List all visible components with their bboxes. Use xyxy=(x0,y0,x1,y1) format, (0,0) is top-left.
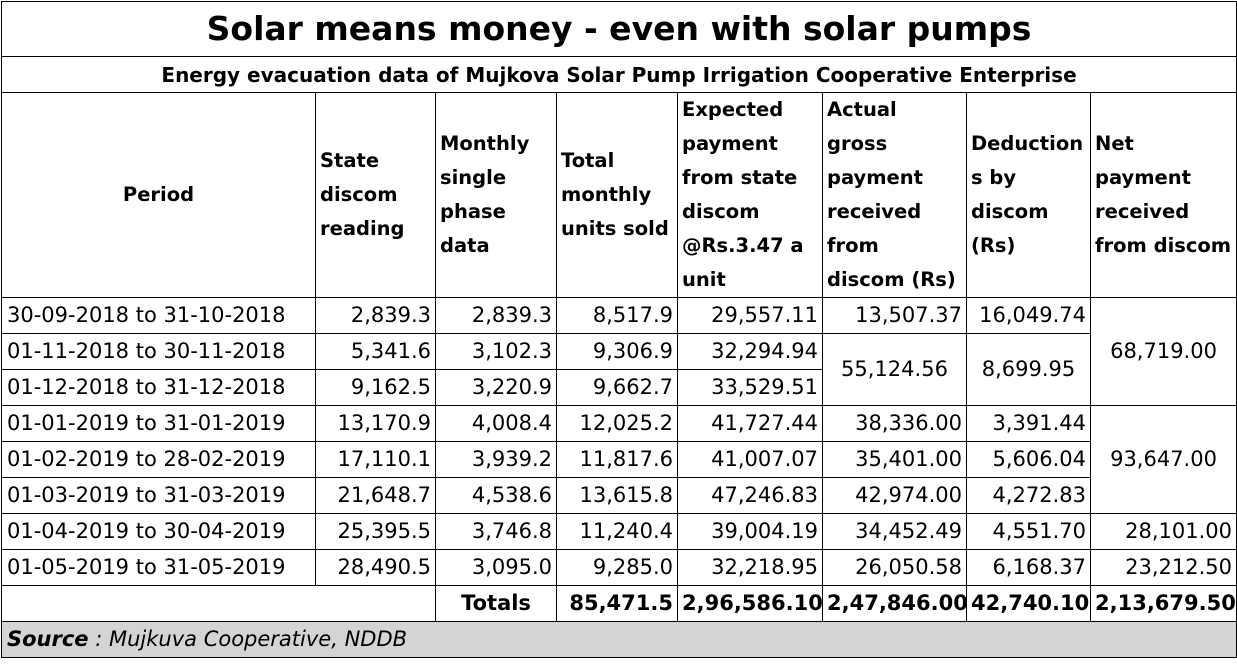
cell-expected: 39,004.19 xyxy=(677,513,823,550)
cell-state-reading: 21,648.7 xyxy=(315,477,436,514)
cell-period: 01-12-2018 to 31-12-2018 xyxy=(1,369,316,406)
cell-deductions: 4,272.83 xyxy=(966,477,1091,514)
cell-deductions: 3,391.44 xyxy=(966,405,1091,442)
cell-expected: 29,557.11 xyxy=(677,297,823,334)
cell-gross: 35,401.00 xyxy=(822,441,967,478)
header-expected-payment: Expected payment from state discom @Rs.3… xyxy=(677,92,823,298)
source-text: : Mujkuva Cooperative, NDDB xyxy=(88,626,408,651)
totals-expected: 2,96,586.10 xyxy=(677,585,823,622)
cell-monthly: 2,839.3 xyxy=(435,297,557,334)
totals-gross: 2,47,846.00 xyxy=(822,585,967,622)
cell-gross: 13,507.37 xyxy=(822,297,967,334)
table-row: 01-05-2019 to 31-05-2019 28,490.5 3,095.… xyxy=(1,549,1237,586)
table-row: 01-01-2019 to 31-01-2019 13,170.9 4,008.… xyxy=(1,405,1237,514)
header-total-units: Total monthly units sold xyxy=(556,92,678,298)
table-row: 01-11-2018 to 30-11-2018 5,341.6 3,102.3… xyxy=(1,333,1237,406)
totals-deductions: 42,740.10 xyxy=(966,585,1091,622)
cell-deductions: 16,049.74 xyxy=(966,297,1091,334)
table-row: 01-02-2019 to 28-02-2019 17,110.1 3,939.… xyxy=(1,441,1237,478)
source-note: Source : Mujkuva Cooperative, NDDB xyxy=(0,621,1237,658)
cell-deductions: 5,606.04 xyxy=(966,441,1091,478)
table-subtitle: Energy evacuation data of Mujkova Solar … xyxy=(0,56,1237,93)
cell-monthly: 4,538.6 xyxy=(435,477,557,514)
totals-row: Totals 85,471.5 2,96,586.10 2,47,846.00 … xyxy=(1,585,1237,622)
cell-units: 11,240.4 xyxy=(556,513,678,550)
cell-monthly: 3,095.0 xyxy=(435,549,557,586)
cell-state-reading: 17,110.1 xyxy=(315,441,436,478)
cell-gross: 26,050.58 xyxy=(822,549,967,586)
header-monthly-single-phase: Monthly single phase data xyxy=(435,92,557,298)
totals-net: 2,13,679.50 xyxy=(1089,585,1237,622)
cell-net-merged: 93,647.00 xyxy=(1089,405,1237,514)
cell-period: 30-09-2018 to 31-10-2018 xyxy=(1,297,316,334)
table-row: 01-04-2019 to 30-04-2019 25,395.5 3,746.… xyxy=(1,513,1237,550)
cell-state-reading: 5,341.6 xyxy=(315,333,436,370)
cell-net: 23,212.50 xyxy=(1089,549,1237,586)
cell-period: 01-01-2019 to 31-01-2019 xyxy=(1,405,316,442)
cell-state-reading: 13,170.9 xyxy=(315,405,436,442)
cell-gross: 34,452.49 xyxy=(822,513,967,550)
header-net-payment: Net payment received from discom xyxy=(1089,92,1237,298)
cell-gross: 38,336.00 xyxy=(822,405,967,442)
cell-units: 12,025.2 xyxy=(556,405,678,442)
cell-monthly: 3,220.9 xyxy=(435,369,557,406)
cell-units: 11,817.6 xyxy=(556,441,678,478)
cell-units: 13,615.8 xyxy=(556,477,678,514)
source-row: Source : Mujkuva Cooperative, NDDB xyxy=(0,621,1237,658)
cell-deductions: 6,168.37 xyxy=(966,549,1091,586)
cell-units: 9,662.7 xyxy=(556,369,678,406)
cell-expected: 47,246.83 xyxy=(677,477,823,514)
cell-expected: 32,218.95 xyxy=(677,549,823,586)
cell-state-reading: 9,162.5 xyxy=(315,369,436,406)
cell-monthly: 3,746.8 xyxy=(435,513,557,550)
cell-net-merged: 68,719.00 xyxy=(1089,297,1237,406)
source-label: Source xyxy=(7,626,89,651)
table-row: 30-09-2018 to 31-10-2018 2,839.3 2,839.3… xyxy=(1,297,1237,406)
header-actual-gross: Actual gross payment received from disco… xyxy=(822,92,967,298)
totals-blank xyxy=(1,585,436,622)
cell-state-reading: 25,395.5 xyxy=(315,513,436,550)
cell-monthly: 4,008.4 xyxy=(435,405,557,442)
table-row: 01-03-2019 to 31-03-2019 21,648.7 4,538.… xyxy=(1,477,1237,514)
cell-period: 01-02-2019 to 28-02-2019 xyxy=(1,441,316,478)
cell-expected: 41,007.07 xyxy=(677,441,823,478)
cell-period: 01-11-2018 to 30-11-2018 xyxy=(1,333,316,370)
cell-deductions-merged: 8,699.95 xyxy=(966,333,1091,406)
cell-period: 01-03-2019 to 31-03-2019 xyxy=(1,477,316,514)
cell-period: 01-04-2019 to 30-04-2019 xyxy=(1,513,316,550)
cell-units: 8,517.9 xyxy=(556,297,678,334)
cell-expected: 41,727.44 xyxy=(677,405,823,442)
cell-units: 9,285.0 xyxy=(556,549,678,586)
totals-label: Totals xyxy=(435,585,557,622)
cell-monthly: 3,102.3 xyxy=(435,333,557,370)
cell-period: 01-05-2019 to 31-05-2019 xyxy=(1,549,316,586)
cell-monthly: 3,939.2 xyxy=(435,441,557,478)
cell-expected: 32,294.94 xyxy=(677,333,823,370)
header-period: Period xyxy=(1,92,316,298)
cell-gross: 42,974.00 xyxy=(822,477,967,514)
cell-expected: 33,529.51 xyxy=(677,369,823,406)
header-deductions: Deduction s by discom (Rs) xyxy=(966,92,1091,298)
cell-deductions: 4,551.70 xyxy=(966,513,1091,550)
table-title: Solar means money - even with solar pump… xyxy=(0,1,1237,57)
header-state-reading: State discom reading xyxy=(315,92,436,298)
cell-state-reading: 2,839.3 xyxy=(315,297,436,334)
cell-state-reading: 28,490.5 xyxy=(315,549,436,586)
cell-net: 28,101.00 xyxy=(1089,513,1237,550)
table-row: 01-12-2018 to 31-12-2018 9,162.5 3,220.9… xyxy=(1,369,1237,406)
totals-units: 85,471.5 xyxy=(556,585,678,622)
cell-gross-merged: 55,124.56 xyxy=(822,333,967,406)
cell-units: 9,306.9 xyxy=(556,333,678,370)
